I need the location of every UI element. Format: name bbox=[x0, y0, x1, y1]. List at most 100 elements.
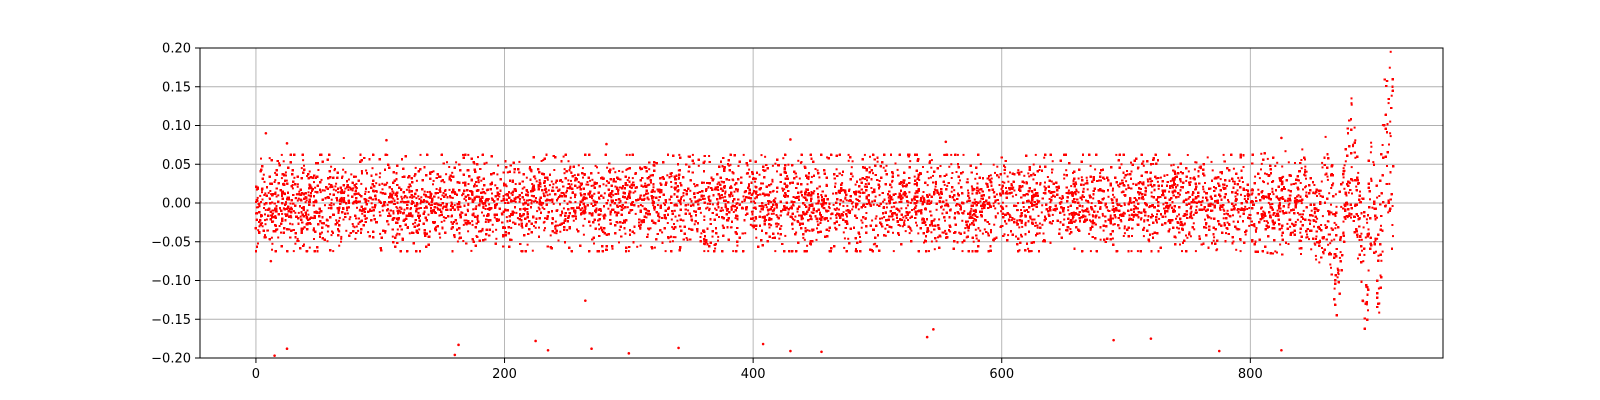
data-point bbox=[475, 184, 478, 187]
data-point bbox=[990, 177, 993, 180]
data-point bbox=[484, 192, 487, 195]
data-point bbox=[436, 206, 439, 209]
data-point bbox=[1376, 237, 1379, 240]
data-point bbox=[350, 173, 353, 176]
data-point bbox=[829, 217, 832, 220]
data-point bbox=[1250, 193, 1253, 196]
data-point bbox=[441, 194, 444, 197]
data-point bbox=[456, 240, 459, 243]
data-point bbox=[806, 229, 809, 232]
data-point bbox=[274, 171, 277, 174]
data-point bbox=[381, 182, 384, 185]
data-point bbox=[950, 163, 953, 166]
data-point bbox=[477, 156, 479, 159]
data-point bbox=[1082, 187, 1085, 190]
data-point bbox=[525, 222, 528, 225]
data-point bbox=[432, 170, 435, 173]
data-point bbox=[770, 212, 773, 215]
data-point bbox=[277, 236, 280, 239]
data-point bbox=[1271, 187, 1274, 190]
data-point bbox=[682, 194, 685, 197]
data-point bbox=[396, 207, 399, 210]
data-point bbox=[533, 200, 535, 203]
data-point bbox=[1223, 209, 1226, 212]
data-point bbox=[515, 211, 518, 214]
data-point bbox=[1282, 175, 1285, 178]
data-point bbox=[828, 207, 831, 210]
data-point bbox=[680, 196, 683, 198]
data-point bbox=[531, 249, 534, 252]
data-point bbox=[495, 228, 498, 231]
data-point bbox=[1316, 217, 1319, 220]
data-point bbox=[778, 237, 781, 240]
data-point bbox=[711, 203, 714, 206]
data-point bbox=[1094, 216, 1097, 219]
data-point bbox=[1143, 220, 1146, 223]
data-point bbox=[936, 189, 939, 192]
data-point bbox=[513, 171, 516, 174]
data-point bbox=[546, 194, 549, 197]
data-point bbox=[441, 207, 444, 210]
data-point bbox=[754, 202, 757, 205]
data-point bbox=[435, 188, 438, 190]
data-point bbox=[307, 213, 310, 216]
data-point bbox=[432, 179, 435, 182]
data-point bbox=[1213, 177, 1216, 180]
data-point bbox=[544, 217, 546, 220]
data-point bbox=[994, 215, 997, 218]
data-point bbox=[584, 211, 587, 214]
data-point bbox=[699, 236, 702, 238]
data-point bbox=[815, 238, 818, 241]
data-point bbox=[934, 185, 937, 188]
data-point bbox=[396, 232, 399, 235]
data-point bbox=[1331, 213, 1334, 216]
data-point bbox=[1333, 221, 1336, 224]
data-point bbox=[1020, 222, 1023, 224]
data-point bbox=[1326, 178, 1329, 181]
data-point bbox=[1120, 191, 1123, 194]
data-point bbox=[1176, 226, 1178, 229]
data-point bbox=[347, 186, 350, 189]
data-point bbox=[1352, 143, 1355, 146]
data-point bbox=[602, 183, 605, 186]
data-point bbox=[1262, 216, 1265, 219]
data-point bbox=[1381, 144, 1384, 146]
data-point bbox=[1300, 167, 1303, 170]
data-point bbox=[409, 213, 412, 215]
data-point bbox=[940, 196, 943, 199]
data-point bbox=[992, 202, 995, 205]
data-point bbox=[471, 223, 474, 226]
data-point bbox=[414, 166, 417, 169]
data-point bbox=[614, 185, 617, 188]
data-point bbox=[579, 209, 582, 211]
data-point bbox=[299, 215, 302, 218]
data-point bbox=[760, 154, 763, 157]
data-point bbox=[439, 236, 442, 239]
data-point bbox=[496, 173, 499, 176]
data-point bbox=[905, 217, 908, 219]
data-point bbox=[574, 201, 577, 203]
data-point bbox=[544, 227, 546, 230]
data-point bbox=[971, 214, 974, 217]
data-point bbox=[471, 220, 474, 223]
data-point bbox=[387, 223, 390, 226]
data-point bbox=[1333, 287, 1336, 290]
data-point bbox=[255, 206, 258, 209]
data-point bbox=[297, 211, 300, 214]
data-point bbox=[1210, 195, 1212, 198]
data-point bbox=[1018, 249, 1021, 252]
data-point bbox=[1265, 220, 1268, 223]
data-point bbox=[933, 218, 936, 221]
data-point bbox=[1094, 168, 1097, 171]
data-point bbox=[813, 190, 816, 193]
data-point bbox=[666, 174, 669, 177]
data-point bbox=[260, 157, 262, 160]
data-point bbox=[1051, 171, 1053, 174]
data-point bbox=[1063, 213, 1066, 216]
data-point bbox=[420, 196, 423, 199]
data-point bbox=[643, 221, 645, 224]
data-point bbox=[1028, 175, 1031, 178]
data-point bbox=[543, 208, 546, 210]
data-point bbox=[674, 236, 677, 239]
data-point bbox=[329, 193, 332, 196]
